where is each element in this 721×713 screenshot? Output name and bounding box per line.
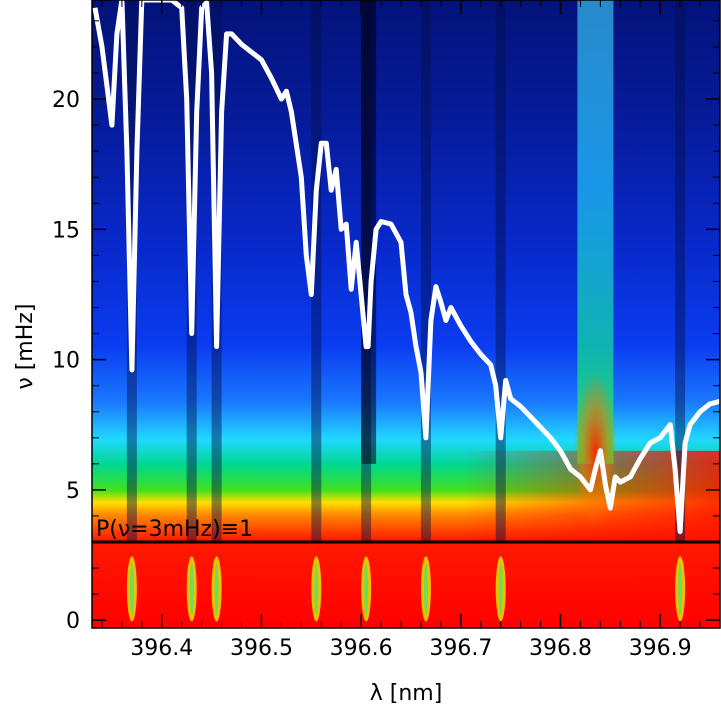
- y-tick-label-2: 10: [52, 349, 80, 374]
- absorption-column-3: [311, 0, 322, 543]
- x-tick-label-0: 396.4: [130, 636, 193, 661]
- y-tick-label-1: 5: [66, 479, 80, 504]
- y-tick-label-4: 20: [52, 88, 80, 113]
- x-tick-label-2: 396.6: [330, 636, 393, 661]
- power-curve-line: [92, 0, 720, 535]
- absorption-spot-core-6: [498, 562, 503, 615]
- x-tick-label-5: 396.9: [629, 636, 692, 661]
- absorption-spot-core-2: [214, 562, 219, 615]
- x-tick-label-3: 396.7: [429, 636, 492, 661]
- x-tick-label-1: 396.5: [230, 636, 293, 661]
- absorption-column-5: [420, 0, 431, 543]
- plot-frame: [91, 0, 721, 629]
- absorption-spot-core-4: [364, 562, 369, 615]
- y-tick-label-3: 15: [52, 218, 80, 243]
- absorption-spot-core-1: [189, 562, 194, 615]
- absorption-spot-core-7: [678, 562, 683, 615]
- x-axis-label: λ [nm]: [370, 681, 443, 706]
- y-tick-label-0: 0: [66, 609, 80, 634]
- x-tick-label-4: 396.8: [529, 636, 592, 661]
- absorption-column-6: [495, 0, 506, 543]
- y-axis-label: ν [mHz]: [13, 304, 38, 390]
- plot-area: [92, 0, 720, 628]
- absorption-spot-core-5: [423, 562, 428, 615]
- axes: 396.4 396.5 396.6 396.7 396.8 396.9 0 5 10 15 20: [52, 0, 721, 661]
- annotation-label: P(ν=3mHz)≡1: [96, 517, 253, 542]
- absorption-spot-core-0: [129, 562, 134, 615]
- absorption-column-7: [675, 0, 686, 543]
- absorption-spot-core-3: [314, 562, 319, 615]
